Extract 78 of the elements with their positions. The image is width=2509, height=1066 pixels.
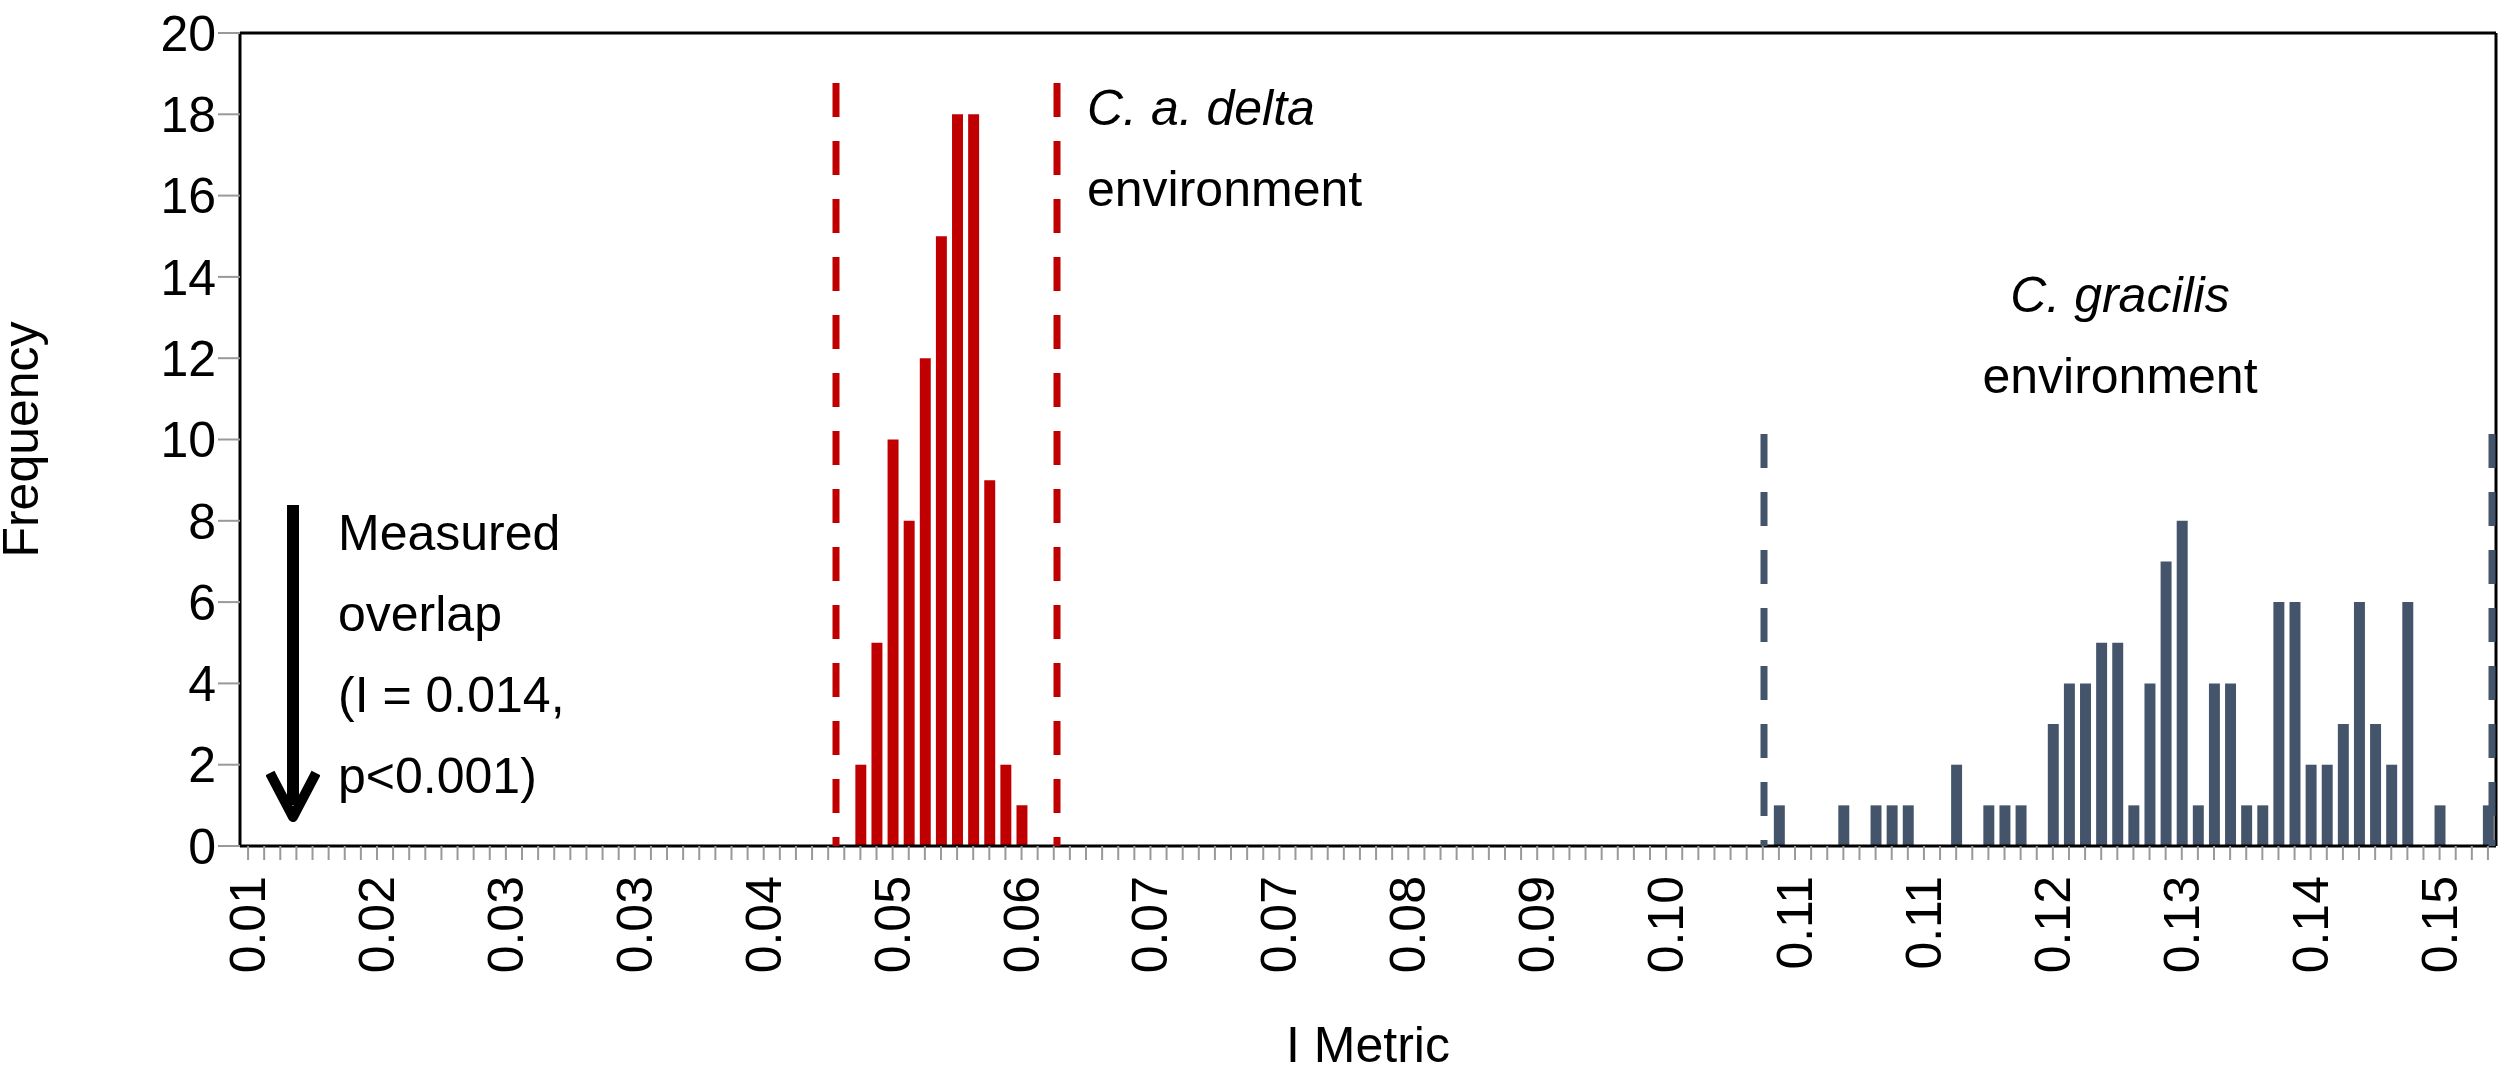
bar <box>2112 642 2124 846</box>
bar <box>968 114 980 846</box>
bar <box>1773 805 1785 846</box>
y-tick-label: 14 <box>160 249 216 306</box>
x-tick-label: 0.09 <box>1509 876 1566 974</box>
x-tick-label: 0.04 <box>735 876 792 974</box>
x-tick-label: 0.03 <box>606 876 663 974</box>
bar <box>2047 724 2059 846</box>
bar <box>1838 805 1850 846</box>
bar <box>2128 805 2140 846</box>
y-tick-label: 2 <box>188 737 216 794</box>
x-tick-label: 0.14 <box>2282 876 2339 974</box>
x-tick-label: 0.01 <box>220 876 277 974</box>
bar <box>2273 602 2285 846</box>
bar <box>952 114 963 846</box>
x-tick-label: 0.11 <box>1767 876 1824 970</box>
x-tick-label: 0.13 <box>2153 876 2210 974</box>
bar <box>1951 764 1963 846</box>
bar <box>2225 683 2237 846</box>
bar <box>1870 805 1882 846</box>
bar <box>2337 724 2349 846</box>
y-tick-label: 8 <box>188 493 216 550</box>
y-tick-label: 20 <box>160 5 216 62</box>
bar <box>1983 805 1995 846</box>
bar <box>903 520 915 846</box>
bar <box>2289 602 2301 846</box>
y-tick-label: 4 <box>188 656 216 713</box>
x-tick-label: 0.03 <box>477 876 534 974</box>
x-tick-label: 0.08 <box>1380 876 1437 974</box>
bar <box>2176 520 2188 846</box>
y-tick-label: 0 <box>188 818 216 875</box>
x-tick-label: 0.11 <box>1895 876 1952 970</box>
x-axis-title: I Metric <box>1286 1017 1450 1066</box>
bar <box>1902 805 1914 846</box>
y-tick-label: 18 <box>160 87 216 144</box>
bar <box>2353 602 2365 846</box>
bar <box>2208 683 2220 846</box>
x-tick-label: 0.15 <box>2411 876 2468 974</box>
x-tick-label: 0.07 <box>1122 876 1179 974</box>
y-tick-label: 12 <box>160 330 216 387</box>
bar <box>871 642 883 846</box>
bar <box>887 439 899 846</box>
y-tick-label: 10 <box>160 412 216 469</box>
x-tick-label: 0.12 <box>2024 876 2081 974</box>
annotation: Measured overlap (I = 0.014, p<0.001) <box>338 504 565 806</box>
bar <box>2386 764 2398 846</box>
annotation: C. a. delta environment <box>1087 79 1363 219</box>
bar <box>2144 683 2156 846</box>
bar <box>2096 642 2108 846</box>
x-tick-label: 0.05 <box>864 876 921 974</box>
bar <box>2192 805 2204 846</box>
x-tick-label: 0.10 <box>1638 876 1695 974</box>
annotation: C. gracilis environment <box>1981 266 2259 406</box>
bar <box>855 764 867 846</box>
x-tick-label: 0.06 <box>993 876 1050 974</box>
bar <box>984 480 996 846</box>
bar <box>2434 805 2446 846</box>
bar <box>2402 602 2414 846</box>
bar <box>1999 805 2011 846</box>
bar <box>2241 805 2253 846</box>
bar <box>2080 683 2091 846</box>
bar <box>2370 724 2382 846</box>
bar <box>1886 805 1898 846</box>
bar <box>2160 561 2172 846</box>
y-tick-label: 16 <box>160 168 216 225</box>
bar <box>1016 805 1028 846</box>
y-axis-title: Frequency <box>0 321 49 558</box>
bar <box>2305 764 2317 846</box>
y-tick-label: 6 <box>188 574 216 631</box>
bar <box>919 358 931 846</box>
bar <box>2321 764 2333 846</box>
bar <box>2257 805 2269 846</box>
bar <box>2063 683 2075 846</box>
bar <box>1000 764 1012 846</box>
x-tick-label: 0.07 <box>1251 876 1308 974</box>
bar <box>935 236 947 846</box>
bar <box>2015 805 2027 846</box>
x-tick-label: 0.02 <box>348 876 405 974</box>
